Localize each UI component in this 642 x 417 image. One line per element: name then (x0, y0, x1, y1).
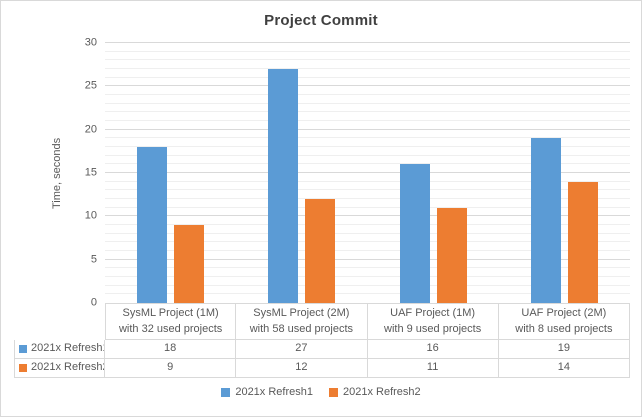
minor-gridline (105, 206, 630, 208)
major-gridline (105, 85, 630, 87)
table-value-series-2-category-2: 12 (236, 359, 368, 378)
table-value-series-1-category-3: 16 (367, 340, 499, 359)
minor-gridline (105, 146, 630, 147)
chart-title: Project Commit (264, 12, 378, 29)
bar-series-1-category-4 (530, 138, 561, 303)
table-value-series-1-category-4: 19 (498, 340, 630, 359)
minor-gridline (105, 293, 630, 295)
series-1-name: 2021x Refresh1 (31, 342, 105, 355)
table-row-label-series-1: 2021x Refresh1 (14, 340, 105, 359)
category-1-line-2: with 32 used projects (118, 322, 223, 335)
category-2-line-1: SysML Project (2M) (253, 306, 350, 319)
plot-area: 0 5 10 15 20 25 30 (85, 37, 630, 308)
legend-series-1-label: 2021x Refresh1 (235, 386, 313, 398)
category-3-line-2: with 9 used projects (384, 322, 482, 335)
minor-gridline (105, 241, 630, 243)
bar-series-2-category-4 (567, 181, 598, 303)
category-4-line-2: with 8 used projects (515, 322, 613, 335)
minor-gridline (105, 68, 630, 69)
legend-series-2-key-icon (329, 387, 338, 397)
table-value-series-2-category-3: 11 (367, 359, 499, 378)
minor-gridline (105, 154, 630, 156)
minor-gridline (105, 59, 630, 61)
series-1-key-icon (19, 345, 27, 353)
data-table: SysML Project (1M) with 32 used projects… (14, 303, 630, 378)
bar-series-2-category-3 (436, 207, 467, 303)
minor-gridline (105, 180, 630, 182)
minor-gridline (105, 137, 630, 139)
minor-gridline (105, 50, 630, 52)
series-2-name: 2021x Refresh2 (31, 361, 105, 374)
minor-gridline (105, 224, 630, 225)
minor-gridline (105, 276, 630, 277)
bar-series-1-category-3 (399, 164, 430, 303)
bar-series-1-category-2 (268, 69, 299, 303)
legend-series-1-key-icon (221, 387, 231, 397)
category-1-line-1: SysML Project (1M) (122, 306, 219, 319)
table-header-category-2: SysML Project (2M) with 58 used projects (236, 303, 368, 340)
y-axis-tick-label: 15 (84, 166, 97, 179)
major-gridline (105, 128, 630, 130)
legend-item-series-2: 2021x Refresh2 (329, 386, 421, 398)
minor-gridline (105, 250, 630, 251)
y-axis-tick-label: 0 (90, 296, 97, 309)
major-gridline (105, 258, 630, 260)
major-gridline (105, 172, 630, 173)
series-2-key-icon (19, 364, 27, 372)
table-value-series-1-category-1: 18 (105, 340, 237, 359)
minor-gridline (105, 102, 630, 104)
minor-gridline (105, 163, 630, 165)
bar-series-2-category-2 (305, 199, 336, 303)
category-3-line-1: UAF Project (1M) (390, 306, 476, 319)
bar-series-1-category-1 (137, 147, 168, 303)
minor-gridline (105, 76, 630, 78)
y-axis-tick-label: 10 (84, 209, 97, 222)
table-header-category-4: UAF Project (2M) with 8 used projects (498, 303, 630, 340)
y-axis-tick-label: 30 (84, 36, 97, 49)
minor-gridline (105, 284, 630, 286)
table-header-category-1: SysML Project (1M) with 32 used projects (105, 303, 237, 340)
minor-gridline (105, 198, 630, 199)
minor-gridline (105, 267, 630, 269)
chart-legend: 2021x Refresh1 2021x Refresh2 (1, 386, 641, 398)
minor-gridline (105, 111, 630, 113)
table-value-series-2-category-4: 14 (498, 359, 630, 378)
minor-gridline (105, 94, 630, 95)
y-axis-tick-label: 5 (90, 253, 97, 266)
y-axis-title: Time, seconds (51, 137, 63, 209)
y-axis-tick-label: 20 (84, 123, 97, 136)
table-corner-cell (14, 303, 105, 340)
y-axis-tick-label: 25 (84, 79, 97, 92)
category-4-line-1: UAF Project (2M) (521, 306, 607, 319)
table-header-category-3: UAF Project (1M) with 9 used projects (367, 303, 499, 340)
minor-gridline (105, 120, 630, 121)
category-2-line-2: with 58 used projects (249, 322, 354, 335)
table-row-label-series-2: 2021x Refresh2 (14, 359, 105, 378)
major-gridline (105, 215, 630, 217)
minor-gridline (105, 232, 630, 234)
table-value-series-1-category-2: 27 (236, 340, 368, 359)
legend-series-2-label: 2021x Refresh2 (343, 386, 421, 398)
legend-item-series-1: 2021x Refresh1 (221, 386, 313, 398)
major-gridline (105, 42, 630, 43)
table-value-series-2-category-1: 9 (105, 359, 237, 378)
minor-gridline (105, 189, 630, 191)
bar-series-2-category-1 (174, 225, 205, 303)
